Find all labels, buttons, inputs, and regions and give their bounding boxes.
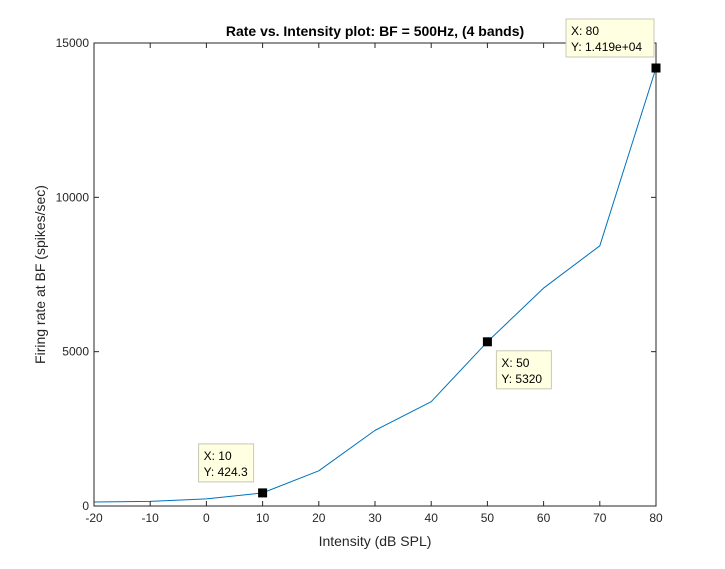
x-tick-label: 0 xyxy=(203,511,210,525)
y-axis-title: Firing rate at BF (spikes/sec) xyxy=(32,185,48,364)
datatips: X: 10 Y: 424.3 X: 50 Y: 5320 X: 80 Y: 1.419e+… xyxy=(198,18,661,498)
series-line[interactable] xyxy=(93,67,657,503)
series-layer xyxy=(93,67,657,503)
datatip-box xyxy=(198,443,255,483)
data-point[interactable] xyxy=(373,428,377,432)
data-point[interactable] xyxy=(317,469,321,473)
y-tick-label: 15000 xyxy=(56,36,90,50)
x-tick-label: 20 xyxy=(312,511,326,525)
x-tick-label: 40 xyxy=(425,511,439,525)
datatip-y-text: Y: 424.3 xyxy=(204,465,248,479)
x-axis-title: Intensity (dB SPL) xyxy=(319,533,432,549)
x-tick-label: 30 xyxy=(368,511,382,525)
x-tick-label: -20 xyxy=(85,511,103,525)
data-point[interactable] xyxy=(598,244,602,248)
y-tick-label: 10000 xyxy=(56,190,90,204)
y-tick-label: 5000 xyxy=(62,345,89,359)
x-tick-label: 60 xyxy=(537,511,551,525)
chart-title: Rate vs. Intensity plot: BF = 500Hz, (4 … xyxy=(226,23,524,39)
plot-area[interactable] xyxy=(94,43,656,506)
data-point[interactable] xyxy=(429,400,433,404)
datatip-marker[interactable] xyxy=(651,63,661,73)
datatip-box xyxy=(495,350,552,390)
datatip[interactable]: X: 50 Y: 5320 xyxy=(482,337,552,390)
datatip-y-text: Y: 5320 xyxy=(501,372,542,386)
datatip-y-text: Y: 1.419e+04 xyxy=(571,40,642,54)
x-tick-label: 80 xyxy=(649,511,663,525)
y-tick-label: 0 xyxy=(82,499,89,513)
x-tick-label: 70 xyxy=(593,511,607,525)
datatip-x-text: X: 80 xyxy=(571,24,599,38)
x-tick-label: 50 xyxy=(481,511,495,525)
datatip-marker[interactable] xyxy=(258,488,268,498)
datatip-x-text: X: 10 xyxy=(204,449,232,463)
datatip-box xyxy=(565,18,655,58)
datatip[interactable]: X: 80 Y: 1.419e+04 xyxy=(565,18,661,73)
datatip-x-text: X: 50 xyxy=(501,356,529,370)
tick-labels: -20 -10 0 10 20 30 40 50 60 70 80 0 5000 10000 15000 xyxy=(56,36,663,525)
x-tick-label: -10 xyxy=(142,511,160,525)
datatip-marker[interactable] xyxy=(482,337,492,347)
data-point[interactable] xyxy=(204,497,208,501)
datatip[interactable]: X: 10 Y: 424.3 xyxy=(198,443,268,498)
x-tick-label: 10 xyxy=(256,511,270,525)
data-point[interactable] xyxy=(542,286,546,290)
